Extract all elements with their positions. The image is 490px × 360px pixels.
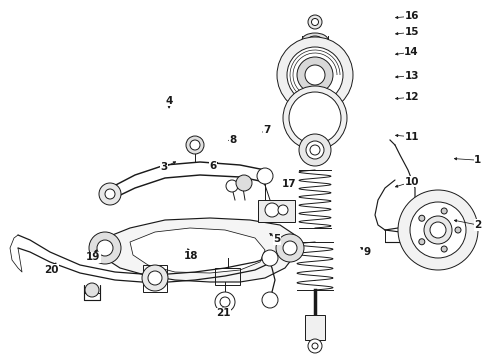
Text: 5: 5 (273, 234, 280, 244)
Circle shape (308, 15, 322, 29)
Circle shape (190, 140, 200, 150)
Text: 12: 12 (404, 92, 419, 102)
Text: 11: 11 (404, 132, 419, 142)
Text: 18: 18 (184, 251, 198, 261)
Circle shape (289, 92, 341, 144)
Circle shape (148, 271, 162, 285)
Circle shape (297, 57, 333, 93)
Circle shape (308, 339, 322, 353)
Circle shape (186, 136, 204, 154)
Circle shape (97, 240, 113, 256)
Text: 4: 4 (165, 96, 173, 106)
Circle shape (441, 208, 447, 214)
Circle shape (220, 297, 230, 307)
Circle shape (105, 189, 115, 199)
Circle shape (265, 203, 279, 217)
Text: 2: 2 (474, 220, 481, 230)
Text: 10: 10 (404, 177, 419, 187)
Circle shape (277, 37, 353, 113)
Circle shape (441, 246, 447, 252)
Circle shape (215, 292, 235, 312)
Circle shape (142, 265, 168, 291)
Circle shape (283, 241, 297, 255)
Ellipse shape (308, 36, 322, 44)
Text: 9: 9 (364, 247, 371, 257)
Circle shape (305, 65, 325, 85)
Text: 17: 17 (282, 179, 296, 189)
Polygon shape (100, 218, 295, 282)
Text: 21: 21 (216, 308, 230, 318)
Circle shape (306, 141, 324, 159)
Polygon shape (130, 228, 265, 273)
Circle shape (257, 168, 273, 184)
Circle shape (89, 232, 121, 264)
Text: 6: 6 (210, 161, 217, 171)
Circle shape (455, 227, 461, 233)
Circle shape (430, 222, 446, 238)
Text: 15: 15 (404, 27, 419, 37)
Text: 3: 3 (161, 162, 168, 172)
Circle shape (99, 183, 121, 205)
Circle shape (262, 250, 278, 266)
Circle shape (299, 134, 331, 166)
Text: 14: 14 (404, 47, 419, 57)
Circle shape (293, 96, 337, 140)
Circle shape (419, 215, 425, 221)
Circle shape (226, 180, 238, 192)
Circle shape (312, 343, 318, 349)
Circle shape (310, 145, 320, 155)
Circle shape (424, 216, 452, 244)
Text: 7: 7 (263, 125, 271, 135)
Circle shape (262, 292, 278, 308)
Circle shape (410, 202, 466, 258)
Text: 16: 16 (404, 11, 419, 21)
Circle shape (419, 239, 425, 245)
Circle shape (398, 190, 478, 270)
Circle shape (85, 283, 99, 297)
Text: 1: 1 (474, 155, 481, 165)
Text: 20: 20 (44, 265, 59, 275)
Polygon shape (258, 200, 295, 222)
Circle shape (283, 86, 347, 150)
Polygon shape (305, 315, 325, 340)
Circle shape (276, 234, 304, 262)
Text: 19: 19 (86, 252, 100, 262)
Circle shape (301, 104, 329, 132)
Circle shape (236, 175, 252, 191)
Text: 13: 13 (404, 71, 419, 81)
Circle shape (287, 47, 343, 103)
Ellipse shape (302, 33, 328, 47)
Circle shape (312, 18, 318, 26)
Circle shape (278, 205, 288, 215)
Text: 8: 8 (229, 135, 236, 145)
